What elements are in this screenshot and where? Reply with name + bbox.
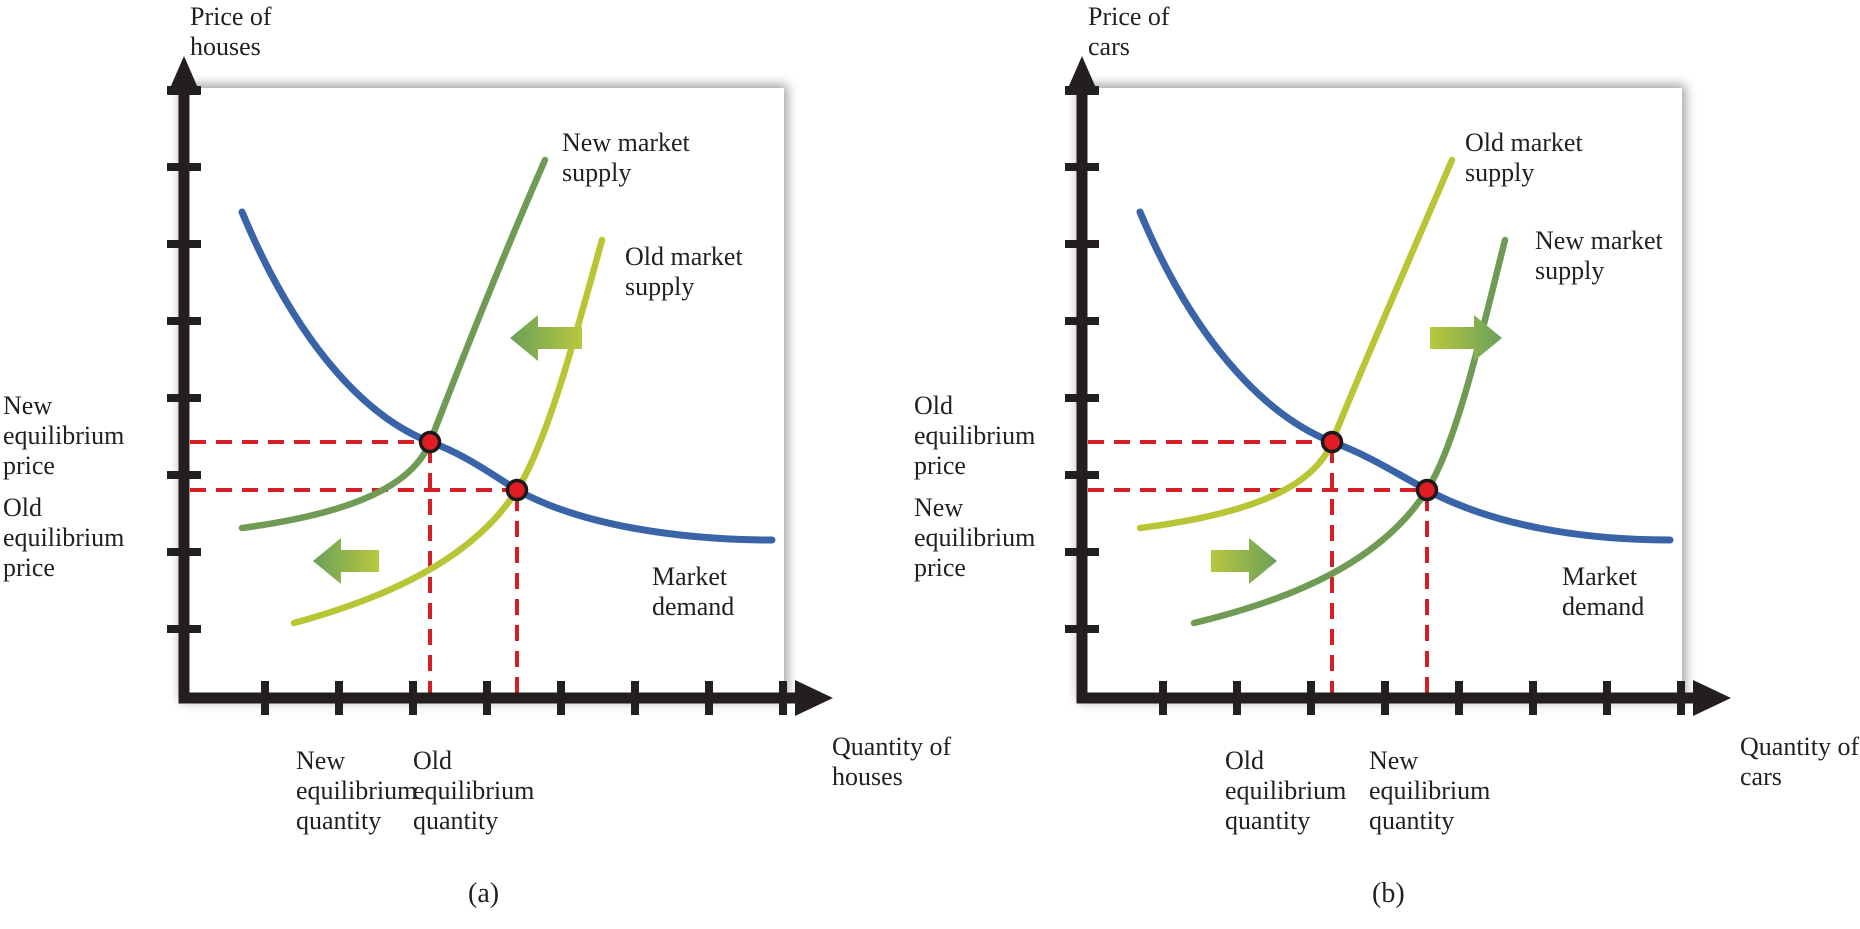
caption-panel-b: (b) [1372, 878, 1405, 909]
label-old-market-supply-label-a: Old market supply [625, 242, 743, 301]
label-old-equilibrium-price-label-a: Old equilibrium price [3, 493, 125, 582]
x-axis-arrowhead-icon-a [795, 680, 833, 716]
supply-shift-right-arrow-icon-b-1 [1211, 538, 1277, 584]
label-x-axis-title-a: Quantity of houses [832, 732, 952, 791]
y-axis-arrowhead-icon-b [1065, 56, 1099, 95]
label-market-demand-label-a: Market demand [652, 562, 735, 621]
old-equilibrium-point-a [505, 478, 529, 502]
supply-shift-right-arrow-icon-b-0 [1430, 315, 1502, 361]
label-y-axis-title-a: Price of houses [190, 2, 272, 61]
new-equilibrium-point-b [1415, 478, 1439, 502]
label-old-equilibrium-quantity-label-b: Old equilibrium quantity [1225, 746, 1347, 835]
panel-a [167, 56, 833, 716]
label-old-equilibrium-price-label-b: Old equilibrium price [914, 391, 1036, 480]
label-new-equilibrium-quantity-label-a: New equilibrium quantity [296, 746, 418, 835]
supply-shift-left-arrow-icon-a-0 [510, 315, 582, 361]
y-axis-arrowhead-icon-a [167, 56, 201, 95]
caption-panel-a: (a) [468, 878, 500, 909]
old-equilibrium-point-b [1320, 430, 1344, 454]
plot-area-b [1082, 88, 1682, 698]
supply-shift-left-arrow-icon-a-1 [313, 538, 379, 584]
new-supply-curve-a [238, 156, 549, 532]
label-market-demand-label-b: Market demand [1562, 562, 1645, 621]
demand-curve-a [238, 208, 776, 544]
label-new-equilibrium-price-label-a: New equilibrium price [3, 391, 125, 480]
label-new-equilibrium-price-label-b: New equilibrium price [914, 493, 1036, 582]
old-supply-curve-b [1136, 156, 1456, 532]
label-x-axis-title-b: Quantity of cars [1740, 732, 1860, 791]
label-new-equilibrium-quantity-label-b: New equilibrium quantity [1369, 746, 1491, 835]
panel-b [1065, 56, 1731, 716]
plot-area-a [184, 88, 784, 698]
x-axis-arrowhead-icon-b [1693, 680, 1731, 716]
label-new-market-supply-label-b: New market supply [1535, 226, 1663, 285]
label-y-axis-title-b: Price of cars [1088, 2, 1170, 61]
label-old-market-supply-label-b: Old market supply [1465, 128, 1583, 187]
new-equilibrium-point-a [418, 430, 442, 454]
demand-curve-b [1136, 208, 1674, 544]
label-new-market-supply-label-a: New market supply [562, 128, 690, 187]
label-old-equilibrium-quantity-label-a: Old equilibrium quantity [413, 746, 535, 835]
